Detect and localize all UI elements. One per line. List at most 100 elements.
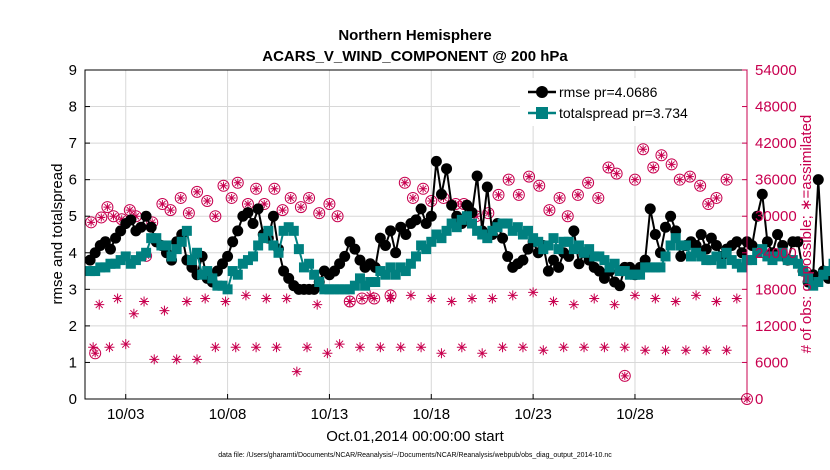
- obs-possible-marker: [523, 170, 536, 183]
- spread-point: [253, 240, 264, 251]
- obs-possible-circle: [191, 185, 204, 198]
- obs-assimilated-marker: [507, 290, 518, 301]
- spread-point: [624, 269, 635, 280]
- obs-possible-circle: [618, 369, 631, 382]
- spread-point: [115, 255, 126, 266]
- obs-possible-marker: [406, 191, 419, 204]
- spread-point: [497, 218, 508, 229]
- spread-point: [268, 240, 279, 251]
- obs-possible-circle: [571, 188, 584, 201]
- spread-point: [609, 258, 620, 269]
- rmse-point: [665, 210, 677, 222]
- spread-point: [156, 240, 167, 251]
- y-tick-label: 8: [69, 99, 77, 116]
- rmse-point: [135, 221, 147, 233]
- obs-assimilated-marker: [497, 342, 508, 353]
- obs-possible-star: [573, 190, 582, 199]
- obs-assimilated-marker: [548, 296, 559, 307]
- spread-point: [828, 258, 830, 269]
- x-tick-label: 10/03: [107, 406, 145, 423]
- x-tick-label: 10/18: [413, 406, 451, 423]
- obs-possible-circle: [561, 210, 574, 223]
- rmse-point: [772, 229, 784, 240]
- spread-point: [716, 258, 727, 269]
- obs-assimilated-marker: [334, 339, 345, 350]
- spread-point: [227, 266, 238, 277]
- obs-possible-star: [545, 206, 554, 215]
- spread-point: [309, 269, 320, 280]
- obs-possible-star: [535, 181, 544, 190]
- obs-possible-star: [117, 215, 126, 224]
- x-tick-label: 10/28: [616, 406, 654, 423]
- rmse-point: [731, 236, 743, 248]
- spread-point: [675, 240, 686, 251]
- obs-possible-circle: [182, 207, 195, 220]
- spread-point: [731, 258, 742, 269]
- spread-point: [90, 266, 101, 277]
- rmse-point: [349, 243, 361, 255]
- obs-assimilated-marker: [200, 293, 211, 304]
- obs-possible-circle: [225, 191, 238, 204]
- y-right-tick-label: 6000: [755, 354, 788, 371]
- obs-assimilated-marker: [558, 342, 569, 353]
- rmse-point: [710, 239, 722, 251]
- spread-point: [146, 233, 157, 244]
- obs-assimilated-marker: [240, 290, 251, 301]
- obs-possible-marker: [492, 188, 505, 201]
- spread-point: [186, 255, 197, 266]
- obs-possible-circle: [164, 204, 177, 217]
- obs-possible-circle: [343, 295, 356, 308]
- spread-point: [431, 229, 442, 240]
- obs-assimilated-marker: [731, 293, 742, 304]
- y-tick-label: 7: [69, 135, 77, 152]
- obs-possible-circle: [655, 149, 668, 162]
- obs-possible-circle: [331, 210, 344, 223]
- obs-assimilated-marker: [128, 308, 139, 319]
- spread-point: [456, 214, 467, 225]
- obs-possible-marker: [482, 207, 495, 220]
- spread-point: [304, 258, 315, 269]
- obs-assimilated-marker: [487, 293, 498, 304]
- spread-point: [426, 236, 437, 247]
- spread-point: [416, 240, 427, 251]
- obs-possible-marker: [156, 198, 169, 211]
- obs-possible-star: [712, 193, 721, 202]
- rmse-point: [267, 210, 279, 222]
- rmse-point: [644, 203, 656, 215]
- spread-point: [171, 244, 182, 255]
- spread-point: [726, 255, 737, 266]
- spread-point: [472, 225, 483, 236]
- spread-point: [584, 244, 595, 255]
- obs-possible-star: [296, 203, 305, 212]
- obs-possible-marker: [702, 198, 715, 211]
- obs-possible-marker: [553, 191, 566, 204]
- obs-possible-circle: [313, 207, 326, 220]
- obs-assimilated-marker: [446, 296, 457, 307]
- obs-possible-star: [211, 212, 220, 221]
- spread-point: [696, 251, 707, 262]
- obs-possible-marker: [85, 216, 98, 229]
- spread-point: [492, 222, 503, 233]
- spread-point: [568, 244, 579, 255]
- spread-point: [141, 247, 152, 258]
- y-axis-right-label: # of obs: o=possible; ∗=assimilated: [798, 115, 815, 354]
- obs-possible-circle: [647, 161, 660, 174]
- obs-possible-star: [400, 178, 409, 187]
- obs-possible-marker: [637, 143, 650, 156]
- spread-point: [777, 247, 788, 258]
- spread-point: [772, 251, 783, 262]
- obs-possible-marker: [89, 347, 102, 360]
- obs-possible-circle: [174, 191, 187, 204]
- spread-point: [701, 255, 712, 266]
- obs-possible-marker: [368, 292, 381, 305]
- obs-possible-circle: [702, 198, 715, 211]
- spread-point: [477, 229, 488, 240]
- obs-assimilated-marker: [436, 348, 447, 359]
- obs-possible-marker: [182, 207, 195, 220]
- spread-point: [512, 222, 523, 233]
- spread-point: [232, 269, 243, 280]
- spread-point: [370, 277, 381, 288]
- obs-possible-star: [91, 349, 100, 358]
- obs-possible-star: [563, 212, 572, 221]
- spread-point: [482, 233, 493, 244]
